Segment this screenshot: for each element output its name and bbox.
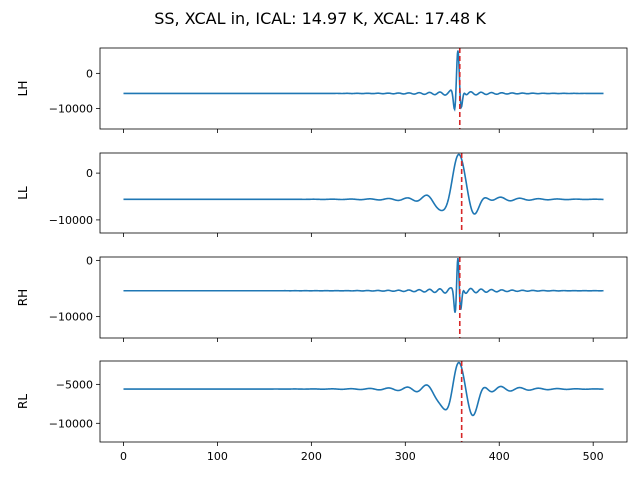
x-tick-label: 200: [301, 450, 322, 463]
y-axis-label: RH: [16, 289, 30, 306]
subplot-lh: 0 −10000 LH: [16, 47, 628, 133]
y-axis-label: RL: [16, 394, 30, 409]
axes-frame: [99, 47, 628, 130]
y-tick-label: −10000: [49, 103, 93, 116]
y-tick-label: 0: [86, 167, 93, 180]
y-tick-label: 0: [86, 254, 93, 267]
series-line: [123, 361, 604, 417]
figure-title: SS, XCAL in, ICAL: 14.97 K, XCAL: 17.48 …: [154, 9, 486, 28]
y-tick-label: −10000: [49, 417, 93, 430]
x-tick-label: 100: [207, 450, 228, 463]
x-tick-label: 0: [120, 450, 127, 463]
y-tick-label: −10000: [49, 311, 93, 324]
y-axis-label: LL: [16, 186, 30, 200]
x-tick-label: 500: [583, 450, 604, 463]
axes-frame: [99, 152, 628, 234]
x-tick-label: 400: [489, 450, 510, 463]
subplot-rh: 0 −10000 RH: [16, 254, 628, 342]
y-axis-label: LH: [16, 81, 30, 97]
series-line: [123, 50, 604, 112]
subplot-ll: 0 −10000 LL: [16, 152, 628, 237]
x-tick-label: 300: [395, 450, 416, 463]
series-line: [123, 153, 604, 215]
axes-frame: [99, 256, 628, 339]
subplot-rl: −5000 −10000 0 100 200 300 400 500 RL: [16, 360, 628, 463]
series-line: [123, 258, 604, 313]
subplots: 0 −10000 LH 0 −10000 LL 0 −10000 RH −5000 −10000 0 1…: [16, 47, 628, 463]
y-tick-label: 0: [86, 67, 93, 80]
y-tick-label: −10000: [49, 214, 93, 227]
y-tick-label: −5000: [56, 378, 93, 391]
axes-frame: [99, 360, 628, 443]
